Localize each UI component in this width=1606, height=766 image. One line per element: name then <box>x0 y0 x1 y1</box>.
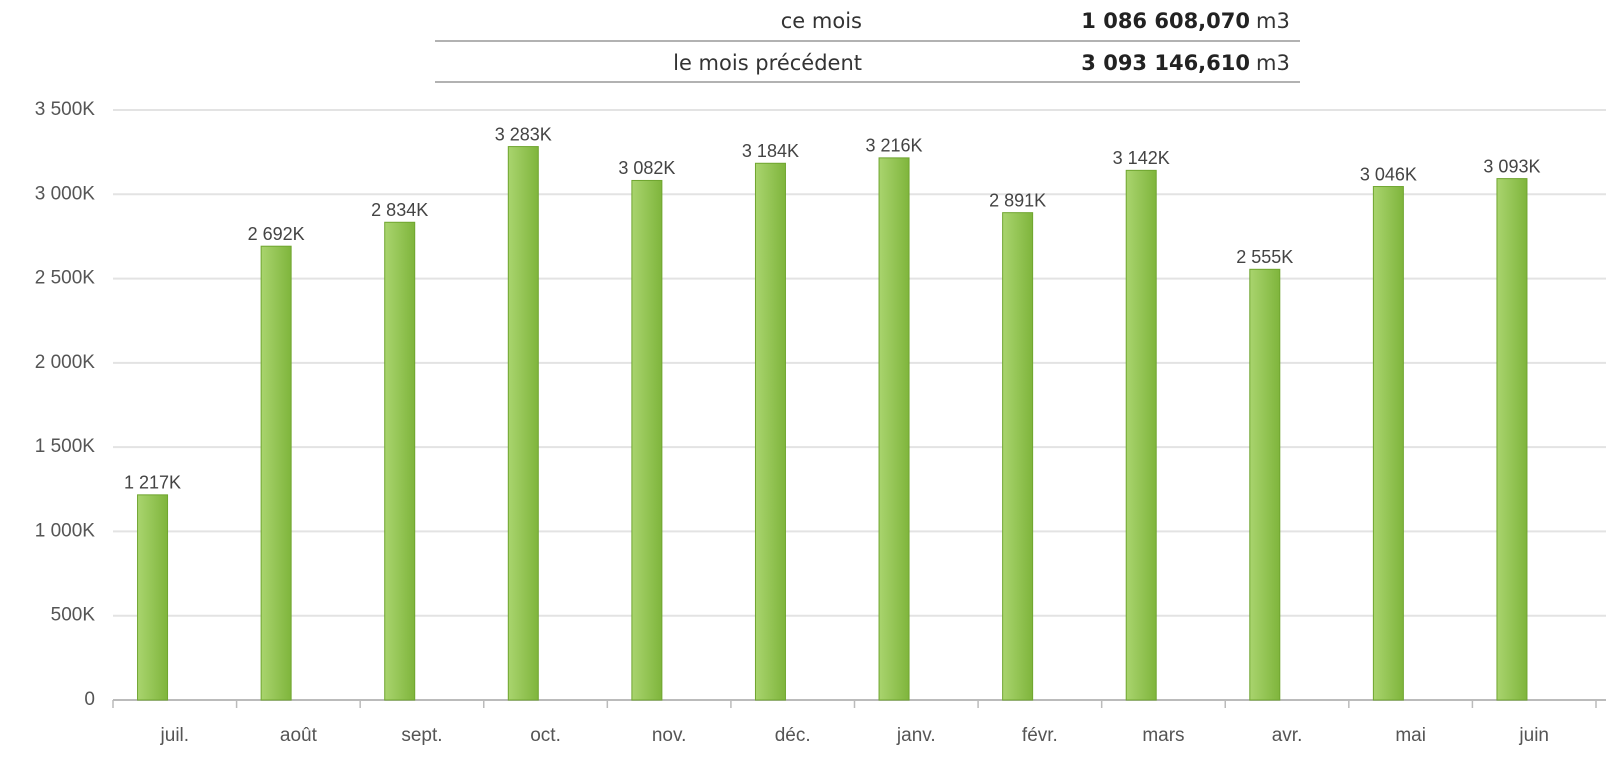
x-tick-label: août <box>280 725 318 746</box>
x-tick-label: mai <box>1395 725 1426 746</box>
y-tick-label: 2 500K <box>35 268 96 289</box>
bar <box>1249 268 1281 701</box>
data-label: 2 891K <box>989 190 1046 210</box>
data-label: 3 093K <box>1483 156 1540 176</box>
data-label: 3 184K <box>742 141 799 161</box>
x-tick-label: nov. <box>652 725 687 746</box>
x-tick-label: mars <box>1142 725 1184 746</box>
x-tick-label: févr. <box>1022 725 1058 746</box>
data-label: 3 142K <box>1113 148 1170 168</box>
bar <box>260 245 292 701</box>
bar <box>137 494 169 701</box>
x-tick-label: oct. <box>530 725 561 746</box>
bar <box>507 146 539 701</box>
bar <box>878 157 910 701</box>
summary-label: ce mois <box>781 9 862 33</box>
data-label: 2 555K <box>1236 247 1293 267</box>
data-label: 1 217K <box>124 473 181 493</box>
bar <box>754 162 786 701</box>
summary-table: ce mois 1 086 608,070 m3 le mois précéde… <box>435 9 1300 83</box>
bar <box>1125 169 1157 701</box>
bar <box>631 179 663 701</box>
x-tick-label: juin <box>1518 725 1549 746</box>
x-tick-label: janv. <box>896 725 936 746</box>
y-tick-label: 0 <box>84 689 95 710</box>
data-label: 2 834K <box>371 200 428 220</box>
data-label: 3 216K <box>866 136 923 156</box>
summary-value: 1 086 608,070 <box>1081 9 1250 33</box>
y-tick-label: 3 000K <box>35 183 96 204</box>
y-tick-label: 3 500K <box>35 99 96 120</box>
summary-value: 3 093 146,610 <box>1081 51 1250 75</box>
y-tick-label: 2 000K <box>35 352 96 373</box>
data-label: 3 046K <box>1360 164 1417 184</box>
y-tick-label: 500K <box>51 605 96 626</box>
x-tick-label: avr. <box>1272 725 1303 746</box>
y-tick-label: 1 500K <box>35 436 96 457</box>
bar <box>1496 178 1528 701</box>
summary-unit: m3 <box>1256 51 1290 75</box>
summary-unit: m3 <box>1256 9 1290 33</box>
y-tick-label: 1 000K <box>35 520 96 541</box>
bar <box>1372 186 1404 701</box>
bar <box>1002 212 1034 701</box>
data-label: 2 692K <box>248 224 305 244</box>
x-tick-label: déc. <box>775 725 811 746</box>
x-tick-label: juil. <box>160 725 190 746</box>
data-label: 3 283K <box>495 124 552 144</box>
bar <box>384 221 416 701</box>
summary-label: le mois précédent <box>673 51 862 75</box>
x-tick-label: sept. <box>401 725 442 746</box>
data-label: 3 082K <box>618 158 675 178</box>
